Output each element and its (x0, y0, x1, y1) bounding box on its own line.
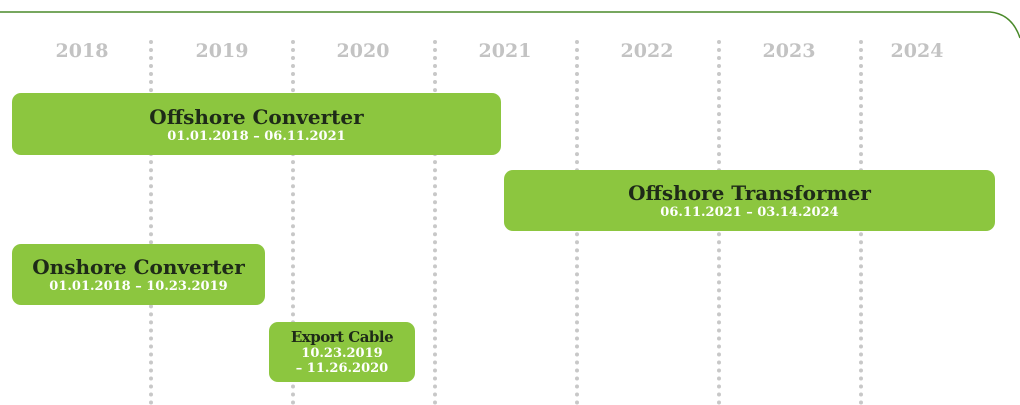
task-dates: 01.01.2018 – 10.23.2019 (49, 279, 228, 294)
task-dates: 01.01.2018 – 06.11.2021 (167, 128, 346, 144)
year-divider (291, 40, 295, 405)
year-divider (433, 40, 437, 405)
task-dates: 06.11.2021 – 03.14.2024 (660, 205, 839, 220)
year-divider (149, 40, 153, 405)
task-name: Offshore Transformer (628, 181, 871, 205)
task-name: Export Cable (290, 327, 394, 346)
year-label: 2019 (195, 40, 249, 62)
task-name: Onshore Converter (32, 255, 245, 279)
top-border (0, 11, 1020, 39)
task-name: Offshore Converter (149, 104, 364, 129)
task-bar: Offshore Converter 01.01.2018 – 06.11.202… (12, 93, 501, 155)
task-dates: – 11.26.2020 (295, 360, 389, 376)
year-label: 2024 (890, 40, 944, 62)
task-bar: Onshore Converter 01.01.2018 – 10.23.2019 (12, 244, 265, 305)
year-label: 2021 (478, 40, 532, 62)
year-label: 2022 (620, 40, 674, 62)
task-dates: 10.23.2019 (301, 345, 383, 361)
year-label: 2020 (336, 40, 390, 62)
year-label: 2018 (55, 40, 109, 62)
task-bar: Offshore Transformer 06.11.2021 – 03.14.2… (504, 170, 995, 231)
year-label: 2023 (762, 40, 816, 62)
task-bar: Export Cable 10.23.2019– 11.26.2020 (269, 322, 415, 382)
